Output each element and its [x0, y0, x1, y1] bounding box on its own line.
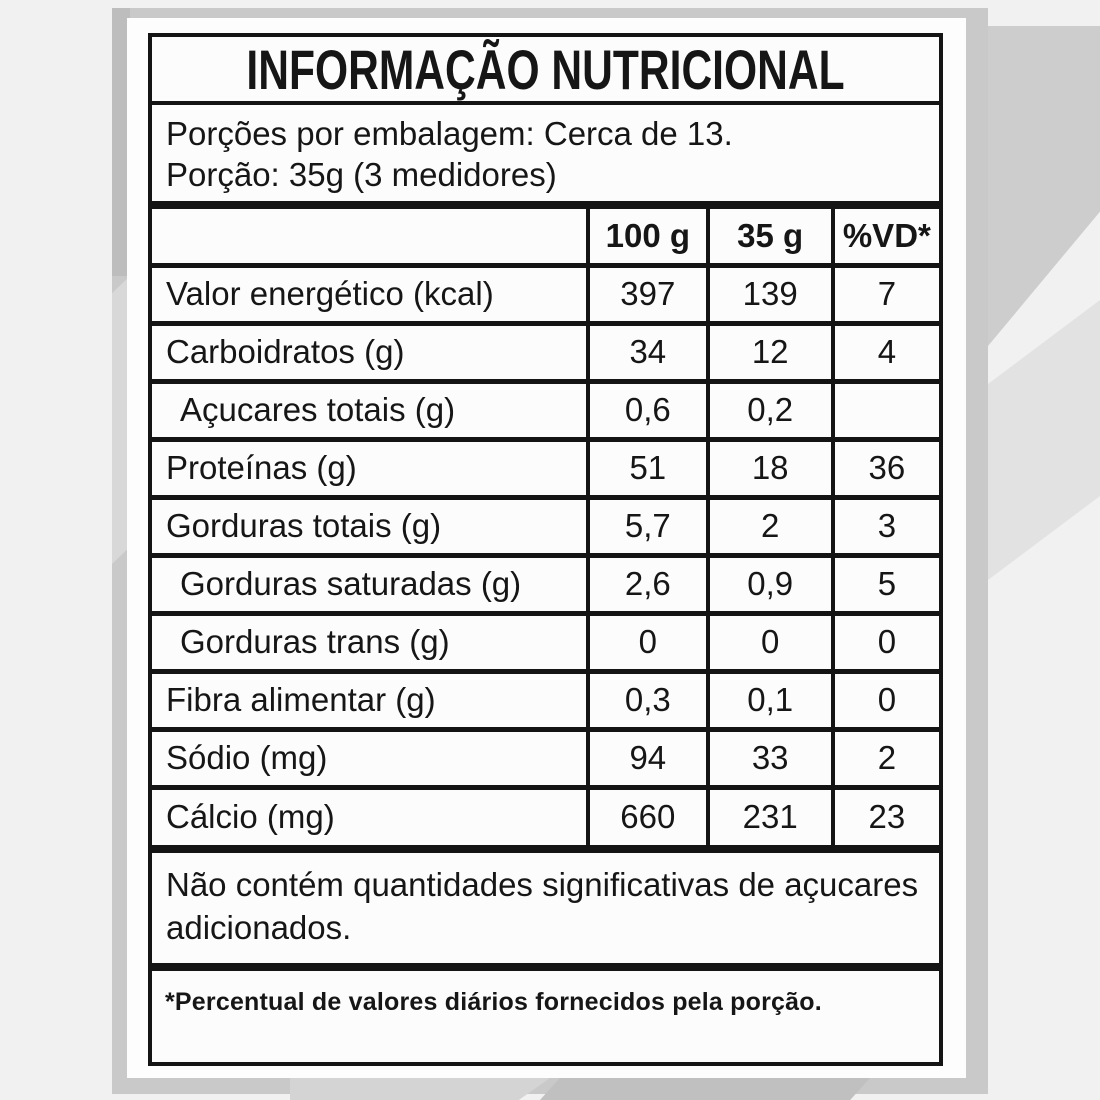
table-row: Açucares totais (g) 0,6 0,2 — [152, 381, 939, 442]
title-rule — [152, 101, 939, 105]
servings-block: Porções por embalagem: Cerca de 13. Porç… — [152, 105, 939, 201]
value-100g: 51 — [586, 439, 708, 500]
value-35g: 0,1 — [705, 671, 833, 732]
value-vd: 36 — [830, 439, 939, 500]
nutrient-name: Sódio (mg) — [152, 729, 588, 790]
nutrient-name: Açucares totais (g) — [152, 381, 588, 442]
nutrition-label-box: INFORMAÇÃO NUTRICIONAL Porções por embal… — [148, 33, 943, 1066]
watermark-shape — [540, 1078, 870, 1100]
label-sheet: INFORMAÇÃO NUTRICIONAL Porções por embal… — [127, 18, 966, 1078]
value-vd: 4 — [830, 323, 939, 384]
nutrition-table: 100 g 35 g %VD* Valor energético (kcal) … — [152, 209, 939, 845]
value-35g: 231 — [705, 787, 833, 845]
nutrient-name: Fibra alimentar (g) — [152, 671, 588, 732]
value-100g: 0 — [586, 613, 708, 674]
value-35g: 18 — [705, 439, 833, 500]
value-100g: 660 — [586, 787, 708, 845]
nutrient-name: Gorduras trans (g) — [152, 613, 588, 674]
servings-per-package: Porções por embalagem: Cerca de 13. — [166, 115, 733, 152]
value-100g: 397 — [586, 265, 708, 326]
value-vd: 23 — [830, 787, 939, 845]
value-35g: 0,2 — [705, 381, 833, 442]
table-row: Cálcio (mg) 660 231 23 — [152, 787, 939, 845]
value-vd: 7 — [830, 265, 939, 326]
value-100g: 0,3 — [586, 671, 708, 732]
value-100g: 0,6 — [586, 381, 708, 442]
label-title: INFORMAÇÃO NUTRICIONAL — [246, 37, 845, 101]
col-header-vd: %VD* — [830, 209, 939, 268]
nutrient-name: Gorduras saturadas (g) — [152, 555, 588, 616]
value-100g: 5,7 — [586, 497, 708, 558]
col-header-35g: 35 g — [705, 209, 833, 268]
value-35g: 0,9 — [705, 555, 833, 616]
added-sugars-note: Não contém quantidades significativas de… — [166, 866, 919, 946]
value-vd: 0 — [830, 613, 939, 674]
value-35g: 139 — [705, 265, 833, 326]
section-rule — [152, 963, 939, 971]
nutrient-name: Proteínas (g) — [152, 439, 588, 500]
value-35g: 2 — [705, 497, 833, 558]
watermark-shape — [988, 26, 1100, 346]
value-35g: 0 — [705, 613, 833, 674]
value-100g: 2,6 — [586, 555, 708, 616]
value-vd: 0 — [830, 671, 939, 732]
section-rule — [152, 201, 939, 209]
table-row: Gorduras saturadas (g) 2,6 0,9 5 — [152, 555, 939, 616]
col-header-100g: 100 g — [586, 209, 708, 268]
corner-cell — [152, 209, 588, 268]
serving-size: Porção: 35g (3 medidores) — [166, 156, 557, 193]
watermark-shape — [988, 300, 1100, 580]
nutrition-table-body: Valor energético (kcal) 397 139 7 Carboi… — [152, 265, 939, 845]
watermark-shape — [290, 1078, 550, 1100]
daily-values-footnote: *Percentual de valores diários fornecido… — [165, 988, 822, 1016]
value-vd: 5 — [830, 555, 939, 616]
nutrient-name: Valor energético (kcal) — [152, 265, 588, 326]
value-vd — [830, 381, 939, 442]
table-row: Sódio (mg) 94 33 2 — [152, 729, 939, 790]
table-row: Gorduras trans (g) 0 0 0 — [152, 613, 939, 674]
header-row: 100 g 35 g %VD* — [152, 209, 939, 268]
nutrient-name: Gorduras totais (g) — [152, 497, 588, 558]
watermark-shape — [112, 276, 130, 564]
nutrient-name: Carboidratos (g) — [152, 323, 588, 384]
value-35g: 33 — [705, 729, 833, 790]
value-100g: 34 — [586, 323, 708, 384]
table-row: Proteínas (g) 51 18 36 — [152, 439, 939, 500]
nutrient-name: Cálcio (mg) — [166, 798, 335, 836]
value-vd: 3 — [830, 497, 939, 558]
value-vd: 2 — [830, 729, 939, 790]
table-row: Gorduras totais (g) 5,7 2 3 — [152, 497, 939, 558]
value-100g: 94 — [586, 729, 708, 790]
value-35g: 12 — [705, 323, 833, 384]
table-row: Carboidratos (g) 34 12 4 — [152, 323, 939, 384]
table-row: Fibra alimentar (g) 0,3 0,1 0 — [152, 671, 939, 732]
section-rule — [152, 845, 939, 853]
table-row: Valor energético (kcal) 397 139 7 — [152, 265, 939, 326]
watermark-shape — [112, 8, 130, 276]
